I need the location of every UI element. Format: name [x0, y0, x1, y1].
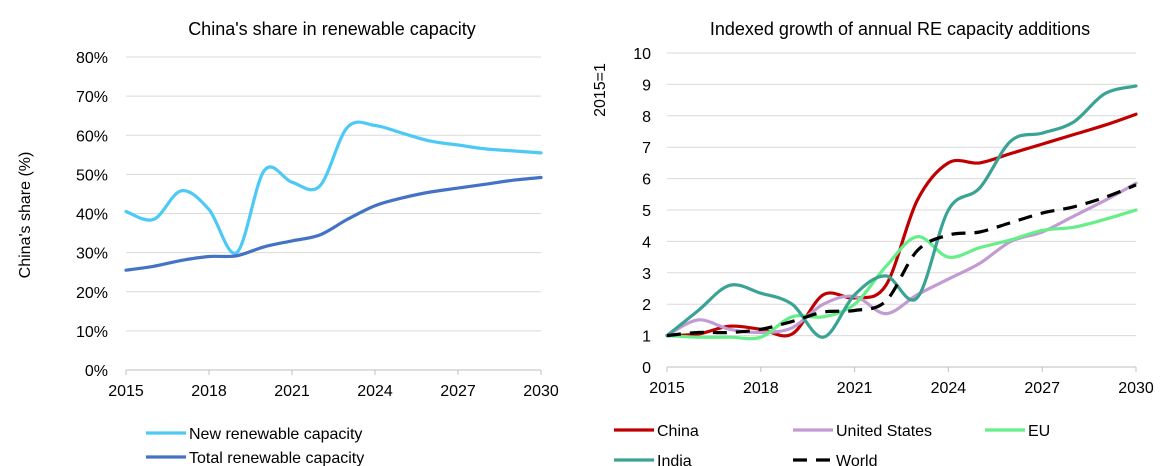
chart1-x-tick-label: 2027: [440, 383, 476, 400]
chart2-x-tick-label: 2015: [649, 380, 685, 397]
legend-item-china: China: [614, 423, 699, 440]
chart1-x-tick-label: 2018: [191, 383, 227, 400]
chart2-y-tick-label: 2: [642, 297, 651, 314]
chart1-legend: New renewable capacity Total renewable ca…: [146, 426, 364, 466]
chart1-y-tick-label: 10%: [76, 324, 108, 341]
chart1-x-tick-label: 2030: [523, 383, 559, 400]
series-line-total-renewable-capacity: [124, 175, 543, 272]
chart1-x-tick-label: 2024: [357, 383, 393, 400]
chart1-y-tick-label: 30%: [76, 246, 108, 263]
legend-label-new-renewable-capacity: New renewable capacity: [189, 426, 362, 443]
chart2-series: [665, 84, 1138, 341]
chart2-y-ticks: 0 1 2 3 4 5 6 7 8 9 10: [633, 46, 651, 377]
chart2-x-tick-label: 2024: [931, 380, 967, 397]
legend-label-united-states: United States: [836, 423, 932, 440]
series-line-china: [665, 112, 1138, 338]
chart1-y-tick-label: 40%: [76, 207, 108, 224]
chart1-title: China's share in renewable capacity: [188, 19, 476, 39]
series-line-united-states: [665, 181, 1138, 338]
chart1-x-tick-label: 2015: [108, 383, 144, 400]
chart1-series: [124, 120, 543, 272]
legend-item-world: World: [793, 453, 878, 466]
chart2-x-tick-label: 2027: [1024, 380, 1060, 397]
chart1-y-tick-label: 60%: [76, 128, 108, 145]
chart2-y-tick-label: 6: [642, 172, 651, 189]
chart1-y-tick-label: 0%: [85, 363, 108, 380]
series-line-eu: [665, 208, 1138, 341]
chart2-x-tick-label: 2018: [743, 380, 779, 397]
series-line-new-renewable-capacity: [124, 120, 543, 255]
legend-item-eu: EU: [985, 423, 1050, 440]
chart2-x-ticks: 2015 2018 2021 2024 2027 2030: [649, 367, 1154, 397]
chart1-y-axis-label: China's share (%): [17, 152, 34, 279]
chart2-y-tick-label: 7: [642, 140, 651, 157]
chart1-y-tick-label: 50%: [76, 167, 108, 184]
chart2-y-axis-label: 2015=1: [592, 63, 609, 117]
chart1-y-ticks: 0% 10% 20% 30% 40% 50% 60% 70% 80%: [76, 50, 108, 380]
chart1-x-tick-label: 2021: [274, 383, 310, 400]
chart1-gridlines: [126, 56, 541, 371]
legend-label-world: World: [836, 453, 878, 466]
chart2-y-tick-label: 5: [642, 203, 651, 220]
chart2-x-tick-label: 2030: [1118, 380, 1154, 397]
legend-label-total-renewable-capacity: Total renewable capacity: [189, 450, 364, 466]
chart2-legend: China United States EU India World: [614, 423, 1050, 466]
series-line-india: [665, 84, 1138, 339]
chart2-y-tick-label: 9: [642, 77, 651, 94]
chart2-x-tick-label: 2021: [837, 380, 873, 397]
chart1-y-tick-label: 20%: [76, 285, 108, 302]
chart1-y-tick-label: 80%: [76, 50, 108, 67]
legend-item-total-renewable-capacity: Total renewable capacity: [146, 450, 364, 466]
legend-item-india: India: [614, 453, 692, 466]
chart2-y-tick-label: 1: [642, 329, 651, 346]
chart2-y-tick-label: 10: [633, 46, 651, 63]
chart2-y-tick-label: 4: [642, 234, 651, 251]
chart2-y-tick-label: 3: [642, 266, 651, 283]
legend-item-new-renewable-capacity: New renewable capacity: [146, 426, 362, 443]
legend-label-india: India: [657, 453, 692, 466]
chart2-title: Indexed growth of annual RE capacity add…: [710, 19, 1090, 39]
chart2-y-tick-label: 8: [642, 109, 651, 126]
legend-label-eu: EU: [1028, 423, 1050, 440]
chart1-x-ticks: 2015 2018 2021 2024 2027 2030: [108, 370, 559, 400]
series-line-world: [666, 183, 1137, 338]
chart2-y-tick-label: 0: [642, 360, 651, 377]
legend-item-united-states: United States: [793, 423, 932, 440]
legend-label-china: China: [657, 423, 699, 440]
chart1-y-tick-label: 70%: [76, 89, 108, 106]
